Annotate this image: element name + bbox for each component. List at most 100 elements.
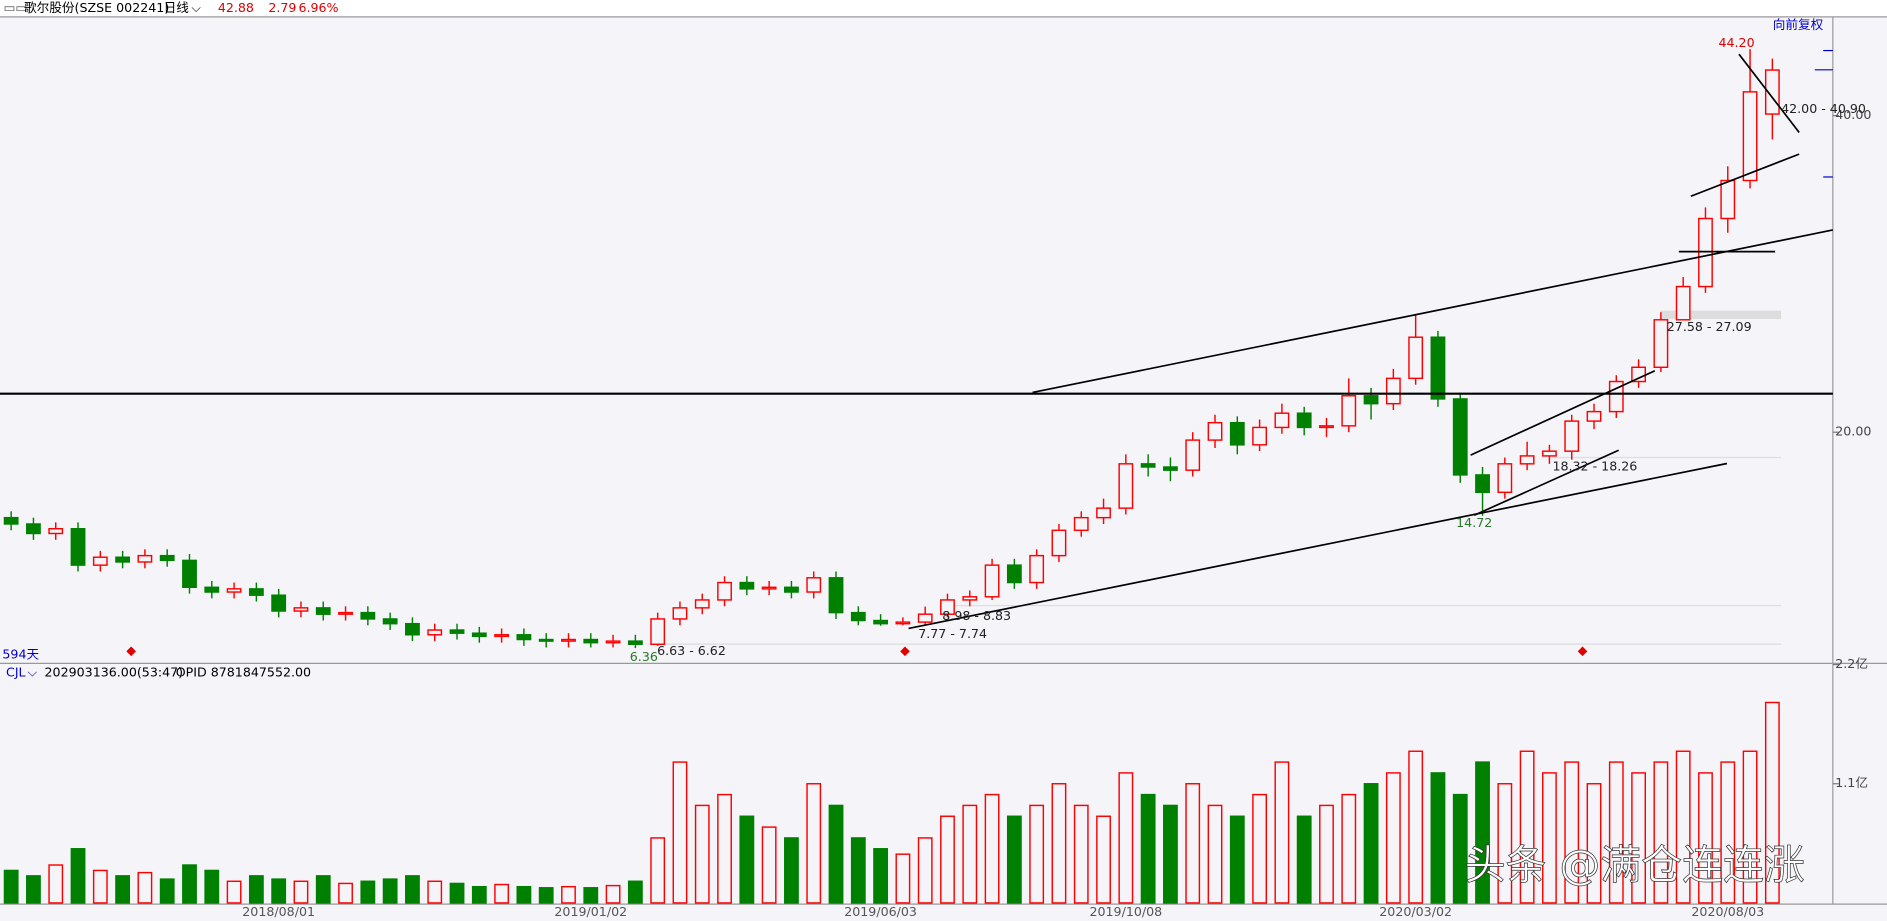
volume-bar [627,880,643,904]
candle-body [627,640,643,645]
annotation: 6.63 - 6.62 [657,643,726,658]
annotation: 14.72 [1456,515,1492,530]
candle-body [1385,377,1401,405]
volume-bar [1430,772,1446,904]
candle-body [917,613,933,623]
candle-body [1341,395,1357,427]
volume-bar [1475,761,1490,904]
candle-body [182,559,197,589]
volume-bar [92,869,108,904]
price-band [1660,310,1782,320]
candle-body [583,638,599,644]
annotation: 44.20 [1718,35,1754,50]
candle-body [26,523,41,535]
candle-body [1252,426,1268,446]
period-dropdown[interactable]: ⌵ [191,0,201,15]
candle-body [694,599,710,609]
candle-body [1207,421,1223,441]
candle-body [1229,421,1245,446]
candle-body [1185,439,1201,471]
volume-bar [784,837,799,904]
volume-bar [1385,772,1401,904]
volume-bar [1319,804,1334,904]
candle-body [538,638,554,642]
volume-bar [1564,761,1580,904]
candle-body [1720,179,1736,220]
volume-bar [605,884,621,904]
volume-bar [182,864,197,904]
volume-bar [137,871,153,904]
x-tick-label: 2020/03/02 [1379,904,1452,919]
plot-area: 2018/08/01 2019/01/02 2019/06/03 2019/10/08… [3,49,1871,919]
indicator-dropdown[interactable]: ⌵ [28,664,38,679]
candle-body [1319,425,1334,429]
candle-body [1051,529,1067,557]
volume-bar [3,869,19,904]
volume-bar [761,826,777,904]
candle-body [650,618,666,645]
volume-bar [561,885,576,904]
candle-body [427,629,443,636]
candle-body [226,588,242,593]
volume-bar [449,882,465,904]
candle-body [293,607,309,612]
adjust-mode[interactable]: 向前复权 [1773,17,1824,32]
volume-bar [1051,783,1067,904]
candle-body [382,618,398,625]
candle-body [137,554,153,563]
header-bar [0,0,1887,17]
candle-body [806,577,822,593]
candle-body [984,564,1000,598]
candle-body [516,634,532,641]
candle-body [1452,398,1468,476]
stock-title: 歌尔股份(SZSE 002241) [24,0,169,15]
candle-body [1586,410,1602,422]
volume-bar [962,804,978,904]
volume-bar [1631,772,1647,904]
volume-bar [1163,804,1178,904]
candle-body [1742,91,1758,182]
volume-bar [293,880,309,904]
trend-line [1738,53,1800,133]
candle-body [1296,412,1312,429]
candle-body [1542,450,1557,457]
trend-line [1690,153,1800,198]
candle-body [561,638,576,642]
candle-body [360,611,376,620]
last-price: 42.88 [218,0,254,15]
candle-body [1430,336,1446,400]
volume-bar [1185,783,1201,904]
volume-bar [248,875,264,904]
candle-body [672,607,688,620]
x-tick-label: 2019/10/08 [1089,904,1162,919]
indicator-opid: OPID 8781847552.00 [176,664,311,679]
volume-bar [494,883,510,904]
volume-bar [1698,772,1713,904]
volume-bar [672,761,688,904]
annotation: 7.77 - 7.74 [918,626,987,641]
indicator-name[interactable]: CJL [6,664,26,679]
candle-body [1408,336,1424,380]
candle-body [739,581,755,590]
y-tick-label: 2.2亿 [1835,656,1868,671]
volume-bar [1296,815,1312,904]
change-pct: 6.96% [298,0,338,15]
volume-bar [360,880,376,904]
volume-bar [850,837,866,904]
volume-bar [1207,804,1223,904]
candle-body [159,554,175,562]
candle-body [494,634,510,638]
volume-bar [1586,783,1602,904]
period[interactable]: 日线 [164,0,190,15]
candle-body [271,594,287,612]
volume-bar [1742,750,1758,904]
trend-line [1470,370,1656,456]
candle-body [1653,319,1669,369]
volume-bar [717,793,732,904]
candle-body [717,581,732,601]
event-marker[interactable] [126,646,136,657]
candle-body [962,596,978,601]
candle-body [338,611,353,615]
candle-body [204,586,220,593]
